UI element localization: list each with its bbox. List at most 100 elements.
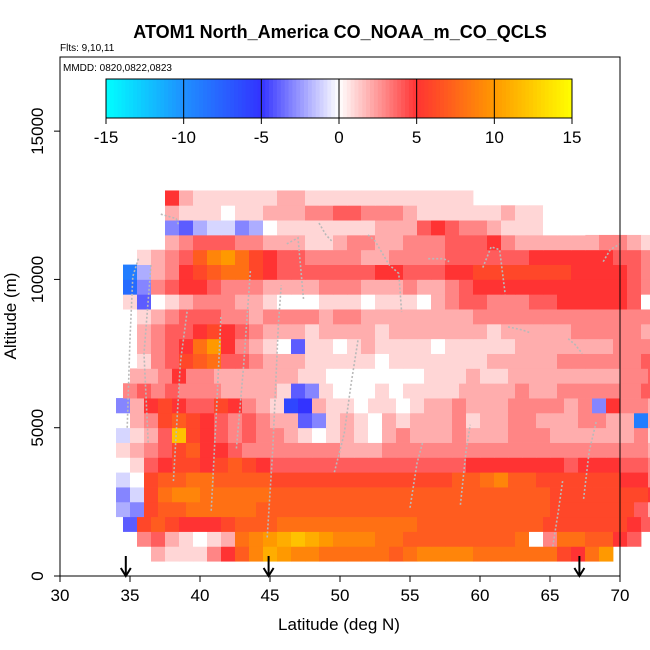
heatmap-cell xyxy=(606,442,621,458)
heatmap-cell xyxy=(305,205,320,221)
colorbar-segment xyxy=(335,79,340,118)
heatmap-cell xyxy=(599,338,614,354)
heatmap-cell xyxy=(235,323,250,340)
heatmap-cell xyxy=(319,220,334,236)
heatmap-cell xyxy=(200,487,215,503)
heatmap-cell xyxy=(277,383,292,399)
flight-track xyxy=(160,213,180,227)
colorbar-segment xyxy=(121,79,126,118)
heatmap-cell xyxy=(515,294,530,310)
heatmap-cell xyxy=(536,501,551,518)
heatmap-cell xyxy=(641,234,650,251)
flight-track xyxy=(582,421,597,499)
heatmap-cell xyxy=(424,457,439,473)
heatmap-cell xyxy=(578,501,593,518)
heatmap-cell xyxy=(648,398,650,414)
colorbar-segment xyxy=(238,79,243,118)
heatmap-cell xyxy=(319,264,334,280)
heatmap-cell xyxy=(151,249,166,265)
heatmap-cell xyxy=(529,516,544,532)
heatmap-cell xyxy=(375,353,390,369)
heatmap-cell xyxy=(459,249,474,265)
colorbar-segment xyxy=(443,79,449,118)
heatmap-cell xyxy=(424,427,439,443)
colorbar-segment xyxy=(451,79,456,118)
heatmap-cell xyxy=(445,516,460,532)
x-tick-label: 40 xyxy=(191,586,210,605)
heatmap-cell xyxy=(403,383,418,399)
heatmap-cell xyxy=(298,487,313,503)
heatmap-cell xyxy=(179,383,194,399)
heatmap-cell xyxy=(494,368,509,384)
heatmap-cell xyxy=(431,531,446,547)
heatmap-cell xyxy=(515,205,530,221)
heatmap-cell xyxy=(270,487,285,503)
heatmap-cell xyxy=(354,442,369,458)
heatmap-cell xyxy=(585,234,600,251)
flight-track xyxy=(428,257,450,263)
heatmap-cell xyxy=(333,205,348,221)
heatmap-cell xyxy=(347,205,362,221)
heatmap-cell xyxy=(186,442,201,458)
heatmap-cell xyxy=(298,472,313,488)
heatmap-cell xyxy=(389,234,404,251)
heatmap-cell xyxy=(487,234,502,251)
colorbar-segment xyxy=(350,79,356,118)
heatmap-cell xyxy=(459,353,474,369)
colorbar-segment xyxy=(261,79,266,118)
heatmap-cell xyxy=(536,398,551,414)
heatmap-cell xyxy=(375,279,390,295)
heatmap-cell xyxy=(165,383,180,399)
heatmap-cell xyxy=(291,249,306,265)
heatmap-cell xyxy=(529,383,544,399)
heatmap-cell xyxy=(151,546,166,562)
heatmap-cell xyxy=(207,309,222,325)
heatmap-cell xyxy=(207,383,222,399)
heatmap-cell xyxy=(459,264,474,280)
heatmap-cell xyxy=(179,323,194,340)
heatmap-cell xyxy=(186,487,201,503)
heatmap-cell xyxy=(263,294,278,310)
heatmap-cell xyxy=(305,264,320,280)
colorbar-segment xyxy=(354,79,359,118)
heatmap-cell xyxy=(508,427,523,443)
heatmap-cell xyxy=(221,383,236,399)
heatmap-cell xyxy=(235,309,250,325)
heatmap-cell xyxy=(641,279,650,295)
heatmap-cell xyxy=(277,220,292,236)
heatmap-cell xyxy=(193,338,208,354)
heatmap-cell xyxy=(228,501,243,518)
colorbar-segment xyxy=(509,79,515,118)
heatmap-cell xyxy=(438,487,453,503)
colorbar-tick-label: -15 xyxy=(94,128,119,147)
heatmap-cell xyxy=(228,398,243,414)
heatmap-cell xyxy=(487,338,502,354)
colorbar-segment xyxy=(175,79,181,118)
heatmap-cell xyxy=(319,516,334,532)
colorbar-segment xyxy=(517,79,523,118)
heatmap-cell xyxy=(270,457,285,473)
heatmap-cell xyxy=(543,279,558,295)
heatmap-cell xyxy=(256,501,271,518)
heatmap-cell xyxy=(228,487,243,503)
x-tick-label: 65 xyxy=(541,586,560,605)
heatmap-cell xyxy=(116,457,131,473)
heatmap-cell xyxy=(333,353,348,369)
heatmap-cell xyxy=(571,353,586,369)
heatmap-cell xyxy=(529,309,544,325)
heatmap-cell xyxy=(186,398,201,414)
colorbar-segment xyxy=(133,79,138,118)
heatmap-cell xyxy=(501,546,516,562)
heatmap-cell xyxy=(214,457,229,473)
heatmap-cell xyxy=(179,338,194,354)
heatmap-cell xyxy=(165,531,180,547)
heatmap-cell xyxy=(501,309,516,325)
heatmap-cell xyxy=(305,249,320,265)
heatmap-cell xyxy=(571,294,586,310)
heatmap-cell xyxy=(592,457,607,473)
heatmap-cell xyxy=(557,249,572,265)
heatmap-cell xyxy=(249,234,264,251)
heatmap-cell xyxy=(333,234,348,251)
heatmap-cell xyxy=(130,487,145,503)
heatmap-cell xyxy=(452,487,467,503)
